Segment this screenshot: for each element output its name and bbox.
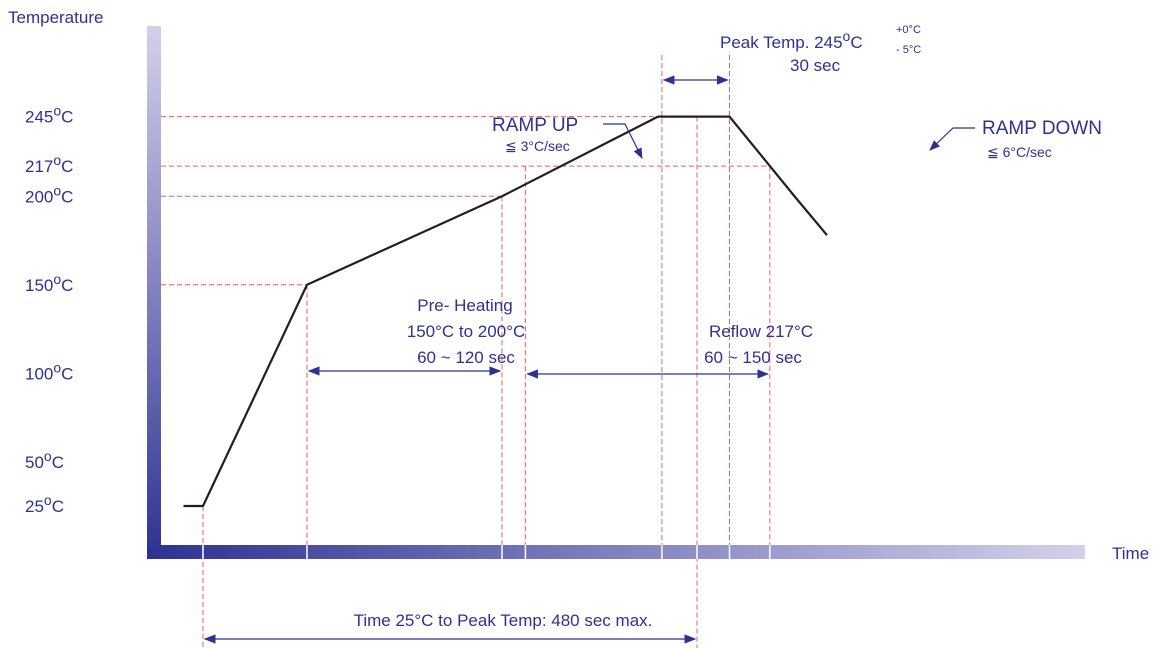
ramp-down-leader: [929, 127, 975, 151]
peak-temp-annotation: Peak Temp. 245oC: [720, 28, 863, 52]
x-tick-marks: [202, 545, 771, 559]
y-tick-label: 245oC: [25, 103, 73, 127]
ramp-up-leader: [603, 123, 643, 159]
peak-duration-label: 30 sec: [790, 56, 841, 75]
preheat-line2: 150°C to 200°C: [407, 322, 526, 341]
y-axis-bar: [147, 26, 161, 559]
ramp-up-title: RAMP UP: [492, 115, 578, 136]
reflow-line1: Reflow 217°C: [709, 322, 813, 341]
preheat-line1: Pre- Heating: [417, 296, 512, 315]
reflow-line2: 60 ~ 150 sec: [704, 348, 802, 367]
y-tick-label: 200oC: [25, 182, 73, 206]
y-tick-label: 25oC: [25, 492, 64, 516]
ramp-down-title: RAMP DOWN: [982, 118, 1102, 139]
y-tick-label: 50oC: [25, 448, 64, 472]
x-axis-label: Time: [1112, 544, 1149, 563]
x-axis-bar: [147, 545, 1085, 559]
preheat-line3: 60 ~ 120 sec: [417, 348, 515, 367]
y-tick-labels: 245oC 217oC 200oC 150oC 100oC 50oC 25oC: [25, 103, 73, 516]
y-tick-label: 217oC: [25, 152, 73, 176]
duration-arrows: [203, 75, 769, 644]
profile-curve: [183, 115, 828, 508]
y-tick-label: 100oC: [25, 359, 73, 383]
profile-line: [183, 115, 828, 508]
y-axis-label: Temperature: [8, 8, 103, 27]
peak-temp-tolerance-lower: - 5°C: [896, 44, 921, 56]
total-time-label: Time 25°C to Peak Temp: 480 sec max.: [354, 611, 653, 630]
peak-temp-tolerance-upper: +0°C: [896, 24, 921, 36]
y-tick-label: 150oC: [25, 271, 73, 295]
ramp-up-rate: ≦ 3°C/sec: [505, 138, 570, 154]
guide-lines: [161, 55, 771, 648]
ramp-down-rate: ≦ 6°C/sec: [987, 144, 1052, 160]
